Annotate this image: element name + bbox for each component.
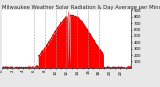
Text: Milwaukee Weather Solar Radiation & Day Average per Minute W/m2 (Today): Milwaukee Weather Solar Radiation & Day … xyxy=(2,5,160,10)
